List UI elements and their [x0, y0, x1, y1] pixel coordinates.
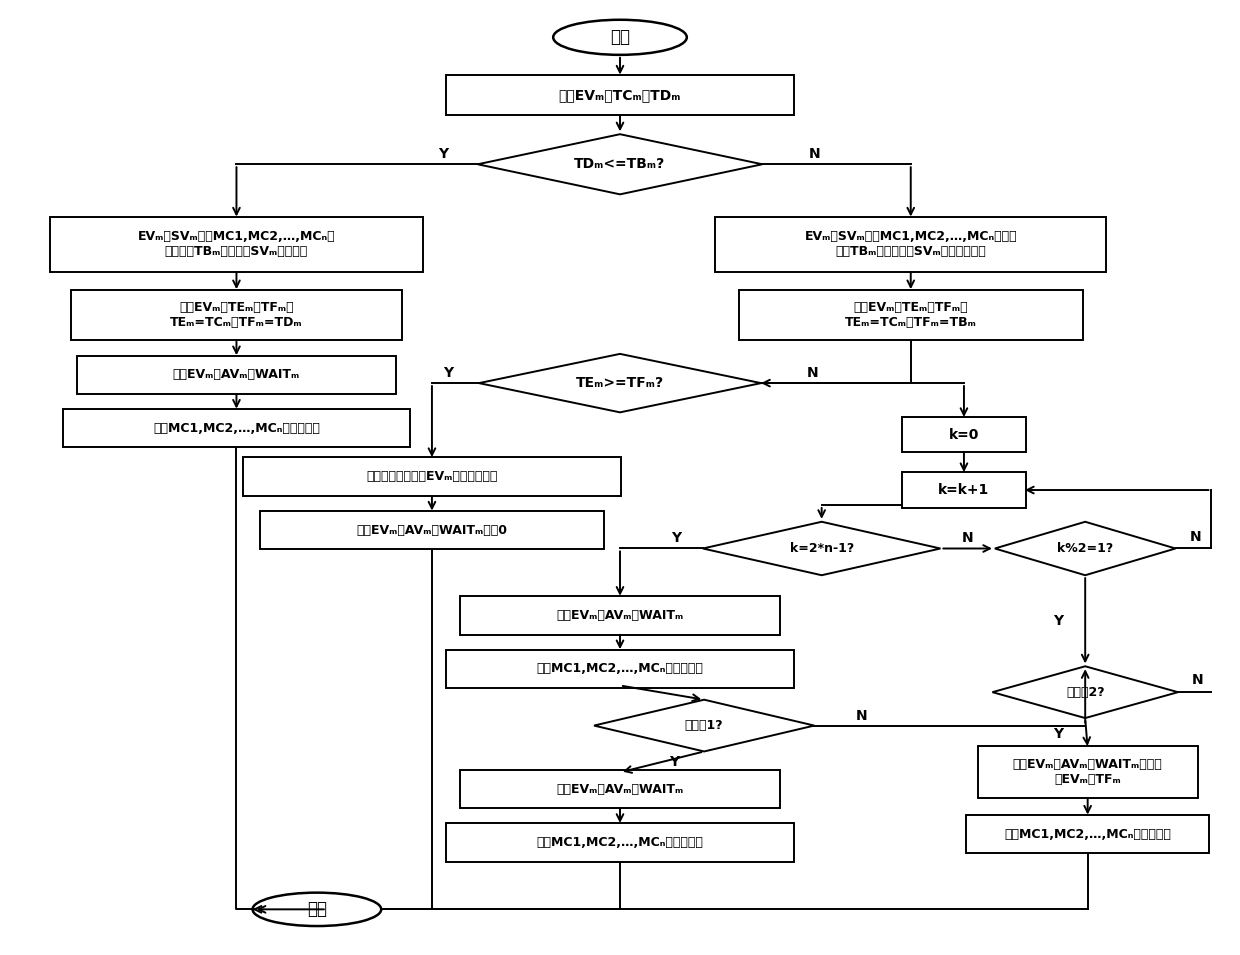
Text: 更新MC1,MC2,…,MCₙ的工作状态: 更新MC1,MC2,…,MCₙ的工作状态 — [153, 422, 320, 435]
FancyBboxPatch shape — [966, 815, 1209, 854]
Ellipse shape — [553, 20, 687, 54]
Polygon shape — [477, 135, 763, 194]
FancyBboxPatch shape — [446, 74, 794, 115]
FancyBboxPatch shape — [901, 417, 1025, 453]
Text: TEₘ>=TFₘ?: TEₘ>=TFₘ? — [575, 376, 665, 390]
Text: 计算EVₘ的AVₘ和WAITₘ: 计算EVₘ的AVₘ和WAITₘ — [557, 609, 683, 622]
FancyBboxPatch shape — [260, 511, 604, 549]
Text: k=2*n-1?: k=2*n-1? — [790, 542, 854, 555]
Text: 计算EVₘ的AVₘ和WAITₘ，并更
新EVₘ的TFₘ: 计算EVₘ的AVₘ和WAITₘ，并更 新EVₘ的TFₘ — [1013, 758, 1163, 786]
FancyBboxPatch shape — [446, 823, 794, 861]
Text: 计算EVₘ的TEₘ和TFₘ：
TEₘ=TCₘ；TFₘ=TBₘ: 计算EVₘ的TEₘ和TFₘ： TEₘ=TCₘ；TFₘ=TBₘ — [844, 301, 977, 329]
FancyBboxPatch shape — [460, 770, 780, 808]
Text: Y: Y — [443, 366, 453, 380]
Text: 计算EVₘ的TEₘ和TFₘ：
TEₘ=TCₘ；TFₘ=TDₘ: 计算EVₘ的TEₘ和TFₘ： TEₘ=TCₘ；TFₘ=TDₘ — [170, 301, 303, 329]
Text: 结束: 结束 — [306, 901, 327, 919]
Text: Y: Y — [670, 754, 680, 769]
FancyBboxPatch shape — [71, 289, 402, 340]
FancyBboxPatch shape — [63, 409, 410, 448]
Polygon shape — [994, 521, 1176, 575]
Polygon shape — [992, 667, 1178, 718]
Text: N: N — [1192, 673, 1204, 688]
Text: EVₘ的SVₘ能被MC1,MC2,…,MCₙ满足，
但在TBₘ前只能完成SVₘ的部分充电量: EVₘ的SVₘ能被MC1,MC2,…,MCₙ满足， 但在TBₘ前只能完成SVₘ的… — [805, 230, 1017, 259]
Text: N: N — [856, 709, 867, 723]
Text: EVₘ的SVₘ能被MC1,MC2,…,MCₙ满
足，且在TBₘ前可完成SVₘ的充电量: EVₘ的SVₘ能被MC1,MC2,…,MCₙ满 足，且在TBₘ前可完成SVₘ的充… — [138, 230, 335, 259]
Polygon shape — [479, 354, 761, 413]
FancyBboxPatch shape — [901, 473, 1025, 507]
FancyBboxPatch shape — [446, 649, 794, 688]
Polygon shape — [594, 700, 815, 752]
Text: TDₘ<=TBₘ?: TDₘ<=TBₘ? — [574, 158, 666, 171]
Text: 更新MC1,MC2,…,MCₙ的工作状态: 更新MC1,MC2,…,MCₙ的工作状态 — [537, 836, 703, 849]
Text: Y: Y — [1053, 727, 1063, 740]
Text: 设置EVₘ的AVₘ和WAITₘ均丸0: 设置EVₘ的AVₘ和WAITₘ均丸0 — [356, 523, 507, 537]
Ellipse shape — [253, 893, 381, 926]
FancyBboxPatch shape — [77, 355, 396, 394]
Text: k=0: k=0 — [949, 428, 980, 442]
Text: 计算EVₘ的TCₘ和TDₘ: 计算EVₘ的TCₘ和TDₘ — [559, 88, 681, 102]
Text: N: N — [807, 366, 818, 380]
Text: Y: Y — [438, 147, 448, 161]
FancyBboxPatch shape — [460, 596, 780, 634]
FancyBboxPatch shape — [51, 217, 423, 272]
FancyBboxPatch shape — [715, 217, 1106, 272]
Text: 满足式2?: 满足式2? — [1066, 686, 1105, 699]
Text: Y: Y — [671, 532, 681, 545]
Text: 更新MC1,MC2,…,MCₙ的工作状态: 更新MC1,MC2,…,MCₙ的工作状态 — [537, 662, 703, 675]
FancyBboxPatch shape — [977, 747, 1198, 798]
Text: 开始: 开始 — [610, 29, 630, 46]
Polygon shape — [703, 521, 940, 575]
FancyBboxPatch shape — [243, 457, 621, 496]
Text: k%2=1?: k%2=1? — [1056, 542, 1114, 555]
Text: 更新MC1,MC2,…,MCₙ的工作状态: 更新MC1,MC2,…,MCₙ的工作状态 — [1004, 828, 1171, 840]
Text: 满足式1?: 满足式1? — [684, 719, 723, 732]
Text: 计算EVₘ的AVₘ和WAITₘ: 计算EVₘ的AVₘ和WAITₘ — [557, 782, 683, 796]
Text: N: N — [962, 532, 973, 545]
Text: N: N — [1189, 530, 1202, 543]
Text: k=k+1: k=k+1 — [939, 483, 990, 497]
Text: 计算EVₘ的AVₘ和WAITₘ: 计算EVₘ的AVₘ和WAITₘ — [172, 369, 300, 381]
Text: N: N — [808, 147, 820, 161]
Text: Y: Y — [1053, 614, 1063, 627]
FancyBboxPatch shape — [739, 289, 1083, 340]
Text: 充电服务站无法为EVₘ提供充电服务: 充电服务站无法为EVₘ提供充电服务 — [366, 470, 497, 483]
